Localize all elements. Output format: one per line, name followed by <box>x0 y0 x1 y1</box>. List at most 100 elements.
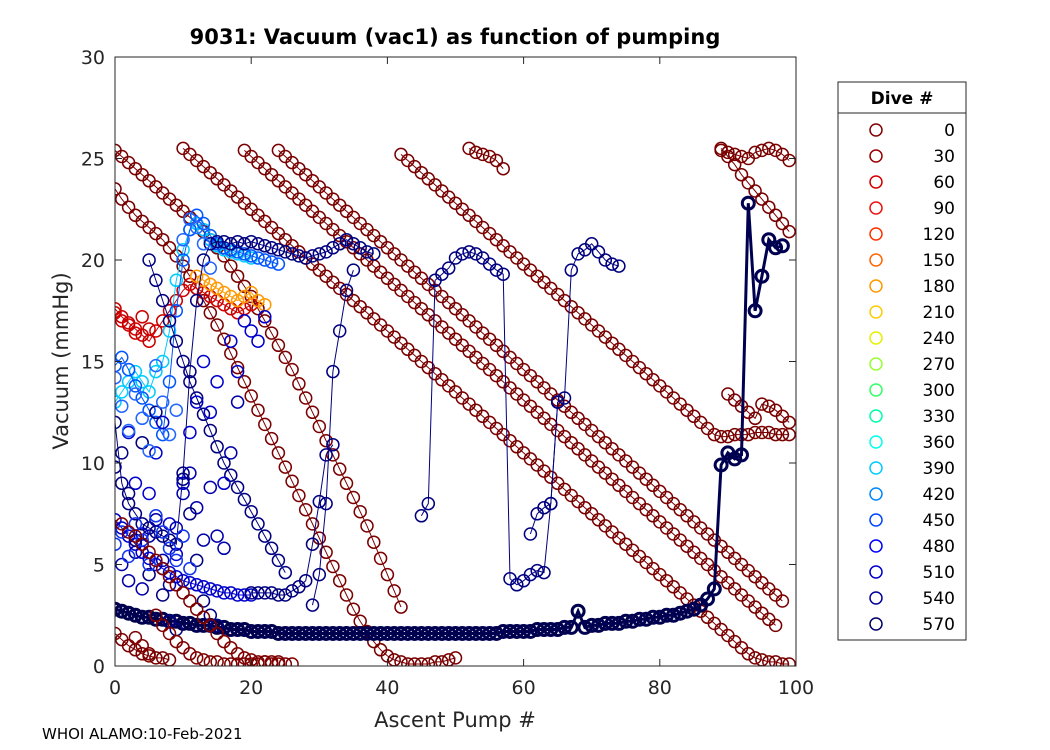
data-point <box>237 237 252 251</box>
data-point <box>495 624 511 639</box>
data-point <box>400 626 416 641</box>
data-point <box>115 306 122 320</box>
data-point <box>121 573 136 588</box>
data-point <box>115 395 122 409</box>
data-point <box>421 657 436 666</box>
data-point <box>271 338 286 353</box>
data-point <box>284 626 300 641</box>
data-point <box>135 375 149 389</box>
data-point <box>149 651 163 665</box>
data-point <box>502 624 518 639</box>
series-navy-diag <box>142 253 293 580</box>
data-point <box>115 525 129 539</box>
data-point <box>183 576 197 590</box>
data-point <box>115 446 129 460</box>
data-point <box>162 241 177 255</box>
series-line <box>244 150 776 626</box>
legend-marker <box>869 617 883 631</box>
data-point <box>727 147 742 162</box>
data-point <box>475 147 490 162</box>
legend-entry: 360 <box>869 433 955 453</box>
data-point <box>774 238 790 254</box>
data-point <box>258 310 272 324</box>
data-point <box>510 578 524 592</box>
series-d7 <box>714 141 796 239</box>
data-point <box>142 529 156 543</box>
data-point <box>250 624 266 639</box>
data-point <box>155 618 170 633</box>
legend-marker <box>869 201 883 215</box>
data-point <box>360 519 374 533</box>
data-point <box>258 529 272 543</box>
data-point <box>127 607 143 623</box>
data-point <box>176 243 190 257</box>
data-point <box>115 521 129 535</box>
legend-label: 540 <box>923 589 955 609</box>
data-point <box>264 657 279 666</box>
data-point <box>189 617 205 633</box>
data-point <box>121 423 136 438</box>
data-point <box>210 618 224 633</box>
data-point <box>544 496 558 511</box>
data-point <box>462 245 476 259</box>
data-point <box>550 395 565 409</box>
data-point <box>762 655 776 666</box>
data-point <box>176 476 190 491</box>
data-point <box>196 617 211 633</box>
data-point <box>277 626 293 641</box>
data-point <box>210 234 224 249</box>
data-point <box>755 425 769 440</box>
data-point <box>115 476 129 491</box>
data-point <box>707 427 722 442</box>
legend-entry: 420 <box>869 485 955 505</box>
data-point <box>251 293 265 308</box>
data-point <box>264 624 280 639</box>
y-tick-label: 30 <box>81 47 105 69</box>
data-point <box>373 551 388 566</box>
data-point <box>748 411 762 426</box>
data-point <box>244 234 258 249</box>
data-point <box>203 277 218 292</box>
data-point <box>183 425 197 440</box>
data-point <box>244 249 258 263</box>
data-point <box>345 626 361 641</box>
data-point <box>210 529 224 543</box>
data-point <box>169 293 184 308</box>
data-point <box>224 289 238 304</box>
data-point <box>251 334 265 348</box>
data-point <box>353 241 367 255</box>
series-line <box>251 444 334 596</box>
data-point <box>571 247 585 261</box>
data-point <box>183 647 197 661</box>
data-point <box>142 322 156 336</box>
data-point <box>618 613 634 629</box>
data-point <box>270 626 286 641</box>
series-d1 <box>176 141 796 666</box>
scatter-points <box>115 212 218 458</box>
data-point <box>162 578 177 592</box>
data-point <box>176 466 190 480</box>
x-tick-label: 40 <box>375 677 399 699</box>
data-point <box>700 591 715 607</box>
legend-label: 390 <box>923 459 955 479</box>
series-d2 <box>237 143 783 633</box>
data-point <box>264 431 279 446</box>
data-point <box>762 399 776 413</box>
data-point <box>128 387 143 401</box>
series-d3 <box>271 143 790 608</box>
legend-marker <box>869 279 883 293</box>
data-point <box>128 476 143 491</box>
data-point <box>149 446 163 460</box>
scatter-points <box>115 306 156 340</box>
data-point <box>278 245 293 259</box>
data-point <box>224 468 238 482</box>
data-point <box>210 440 224 454</box>
data-point <box>496 161 510 176</box>
data-point <box>183 222 197 237</box>
data-point <box>427 626 443 641</box>
legend-marker <box>869 539 883 553</box>
series-d10 <box>115 626 177 666</box>
data-point <box>237 375 252 389</box>
data-point <box>461 626 477 641</box>
data-point <box>285 362 299 377</box>
